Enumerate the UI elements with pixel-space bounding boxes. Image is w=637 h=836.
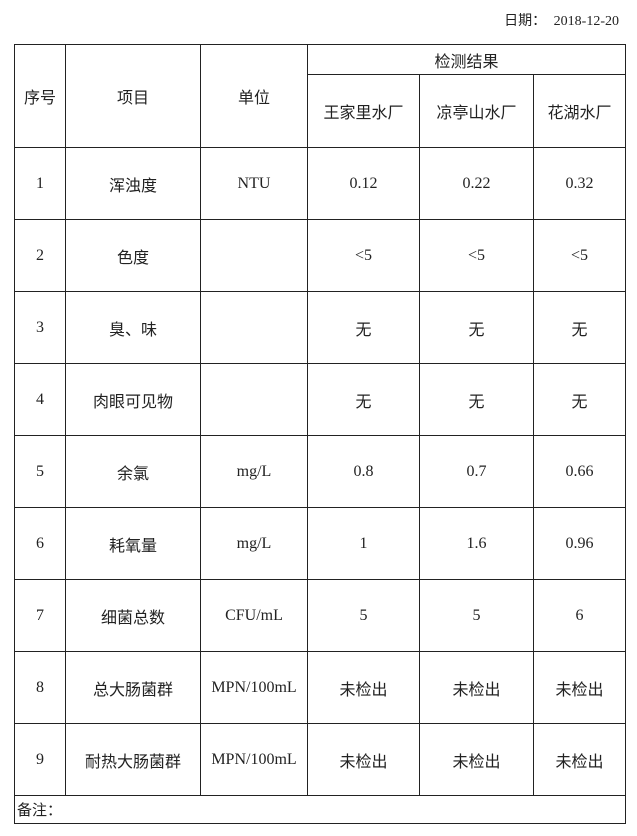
unit-cell: mg/L [200,507,308,580]
value-cell: 0.66 [533,435,626,508]
item-cell: 耗氧量 [65,507,201,580]
item-cell: 肉眼可见物 [65,363,201,436]
value-cell: 0.8 [307,435,420,508]
value-cell: 5 [419,579,534,652]
value-cell: 未检出 [307,723,420,796]
header-seq: 序号 [14,44,66,148]
value-cell: 无 [533,363,626,436]
table-row: 8 总大肠菌群 MPN/100mL 未检出 未检出 未检出 [14,651,626,724]
item-cell: 浑浊度 [65,147,201,220]
value-cell: 无 [533,291,626,364]
item-cell: 余氯 [65,435,201,508]
value-cell: 未检出 [419,651,534,724]
value-cell: 无 [419,291,534,364]
value-cell: 0.12 [307,147,420,220]
unit-cell: CFU/mL [200,579,308,652]
seq-cell: 5 [14,435,66,508]
table-row: 3 臭、味无无无 [14,291,626,364]
value-cell: 0.22 [419,147,534,220]
value-cell: 1.6 [419,507,534,580]
value-cell: 5 [307,579,420,652]
item-cell: 臭、味 [65,291,201,364]
header-plant: 王家里水厂 [307,74,420,148]
table-row: 5 余氯 mg/L 0.8 0.7 0.66 [14,435,626,508]
value-cell: 未检出 [533,723,626,796]
seq-cell: 8 [14,651,66,724]
value-cell: 6 [533,579,626,652]
item-cell: 总大肠菌群 [65,651,201,724]
date-value: 2018-12-20 [553,14,619,29]
value-cell: 无 [419,363,534,436]
seq-cell: 6 [14,507,66,580]
item-cell: 色度 [65,219,201,292]
value-cell: <5 [533,219,626,292]
unit-cell [200,363,308,436]
value-cell: 无 [307,291,420,364]
table-row: 7 细菌总数 CFU/mL 5 5 6 [14,579,626,652]
table-row: 6 耗氧量 mg/L 1 1.6 0.96 [14,507,626,580]
unit-cell: mg/L [200,435,308,508]
seq-cell: 9 [14,723,66,796]
value-cell: 未检出 [307,651,420,724]
table-row: 2 色度 <5 <5 <5 [14,219,626,292]
header-results: 检测结果 [307,44,626,75]
value-cell: <5 [419,219,534,292]
date-label: 日期： [504,14,547,29]
table-row: 1 浑浊度 NTU 0.12 0.22 0.32 [14,147,626,220]
value-cell: 0.32 [533,147,626,220]
seq-cell: 1 [14,147,66,220]
header-plant: 凉亭山水厂 [419,74,534,148]
table-row: 9 耐热大肠菌群 MPN/100mL 未检出 未检出 未检出 [14,723,626,796]
water-quality-table: 序号 项目 单位 检测结果 王家里水厂 凉亭山水厂 花湖水厂 1 浑浊度 NTU 0.… [14,44,626,824]
value-cell: <5 [307,219,420,292]
unit-cell: MPN/100mL [200,723,308,796]
value-cell: 0.7 [419,435,534,508]
unit-cell [200,291,308,364]
unit-cell: NTU [200,147,308,220]
value-cell: 1 [307,507,420,580]
unit-cell: MPN/100mL [200,651,308,724]
seq-cell: 4 [14,363,66,436]
report-date: 日期： 2018-12-20 [500,10,619,30]
value-cell: 未检出 [533,651,626,724]
header-unit: 单位 [200,44,308,148]
item-cell: 耐热大肠菌群 [65,723,201,796]
remarks-cell: 备注： [14,795,626,824]
header-plant: 花湖水厂 [533,74,626,148]
seq-cell: 7 [14,579,66,652]
value-cell: 未检出 [419,723,534,796]
header-item: 项目 [65,44,201,148]
seq-cell: 2 [14,219,66,292]
unit-cell [200,219,308,292]
value-cell: 无 [307,363,420,436]
seq-cell: 3 [14,291,66,364]
item-cell: 细菌总数 [65,579,201,652]
value-cell: 0.96 [533,507,626,580]
table-row: 4 肉眼可见物无无无 [14,363,626,436]
